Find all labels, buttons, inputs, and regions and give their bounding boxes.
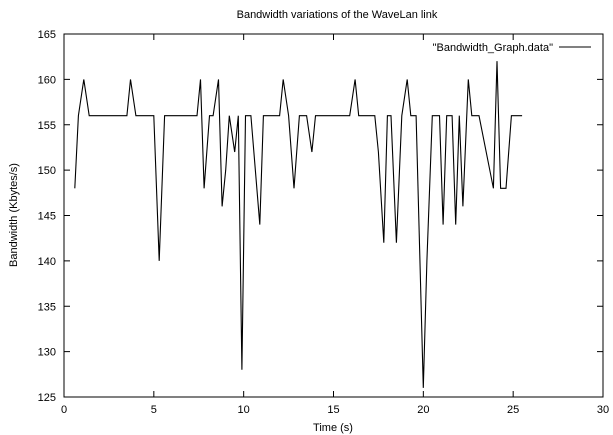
x-tick-label: 10: [238, 404, 250, 416]
y-tick-label: 160: [38, 74, 56, 86]
x-tick-label: 5: [151, 404, 157, 416]
y-tick-label: 140: [38, 256, 56, 268]
y-tick-label: 125: [38, 392, 56, 404]
y-tick-label: 165: [38, 29, 56, 41]
y-axis-title: Bandwidth (Kbytes/s): [8, 163, 20, 267]
y-tick-label: 150: [38, 165, 56, 177]
x-tick-label: 30: [597, 404, 609, 416]
y-tick-label: 155: [38, 120, 56, 132]
y-axis: 125 130 135 140 145 150 155 160 165: [38, 29, 603, 404]
x-tick-label: 25: [507, 404, 519, 416]
x-tick-label: 20: [417, 404, 429, 416]
chart-title: Bandwidth variations of the WaveLan link: [237, 9, 438, 21]
y-tick-label: 145: [38, 211, 56, 223]
legend-label: "Bandwidth_Graph.data": [433, 42, 553, 54]
x-axis: 0 5 10 15 20 25 30: [61, 34, 609, 416]
y-tick-label: 135: [38, 301, 56, 313]
x-axis-title: Time (s): [313, 422, 353, 434]
plot-frame: [63, 33, 604, 398]
x-tick-label: 0: [61, 404, 67, 416]
series-layer: [74, 61, 523, 388]
y-tick-label: 130: [38, 347, 56, 359]
legend: "Bandwidth_Graph.data": [433, 42, 591, 54]
x-tick-label: 15: [327, 404, 339, 416]
series-line: [74, 61, 523, 388]
